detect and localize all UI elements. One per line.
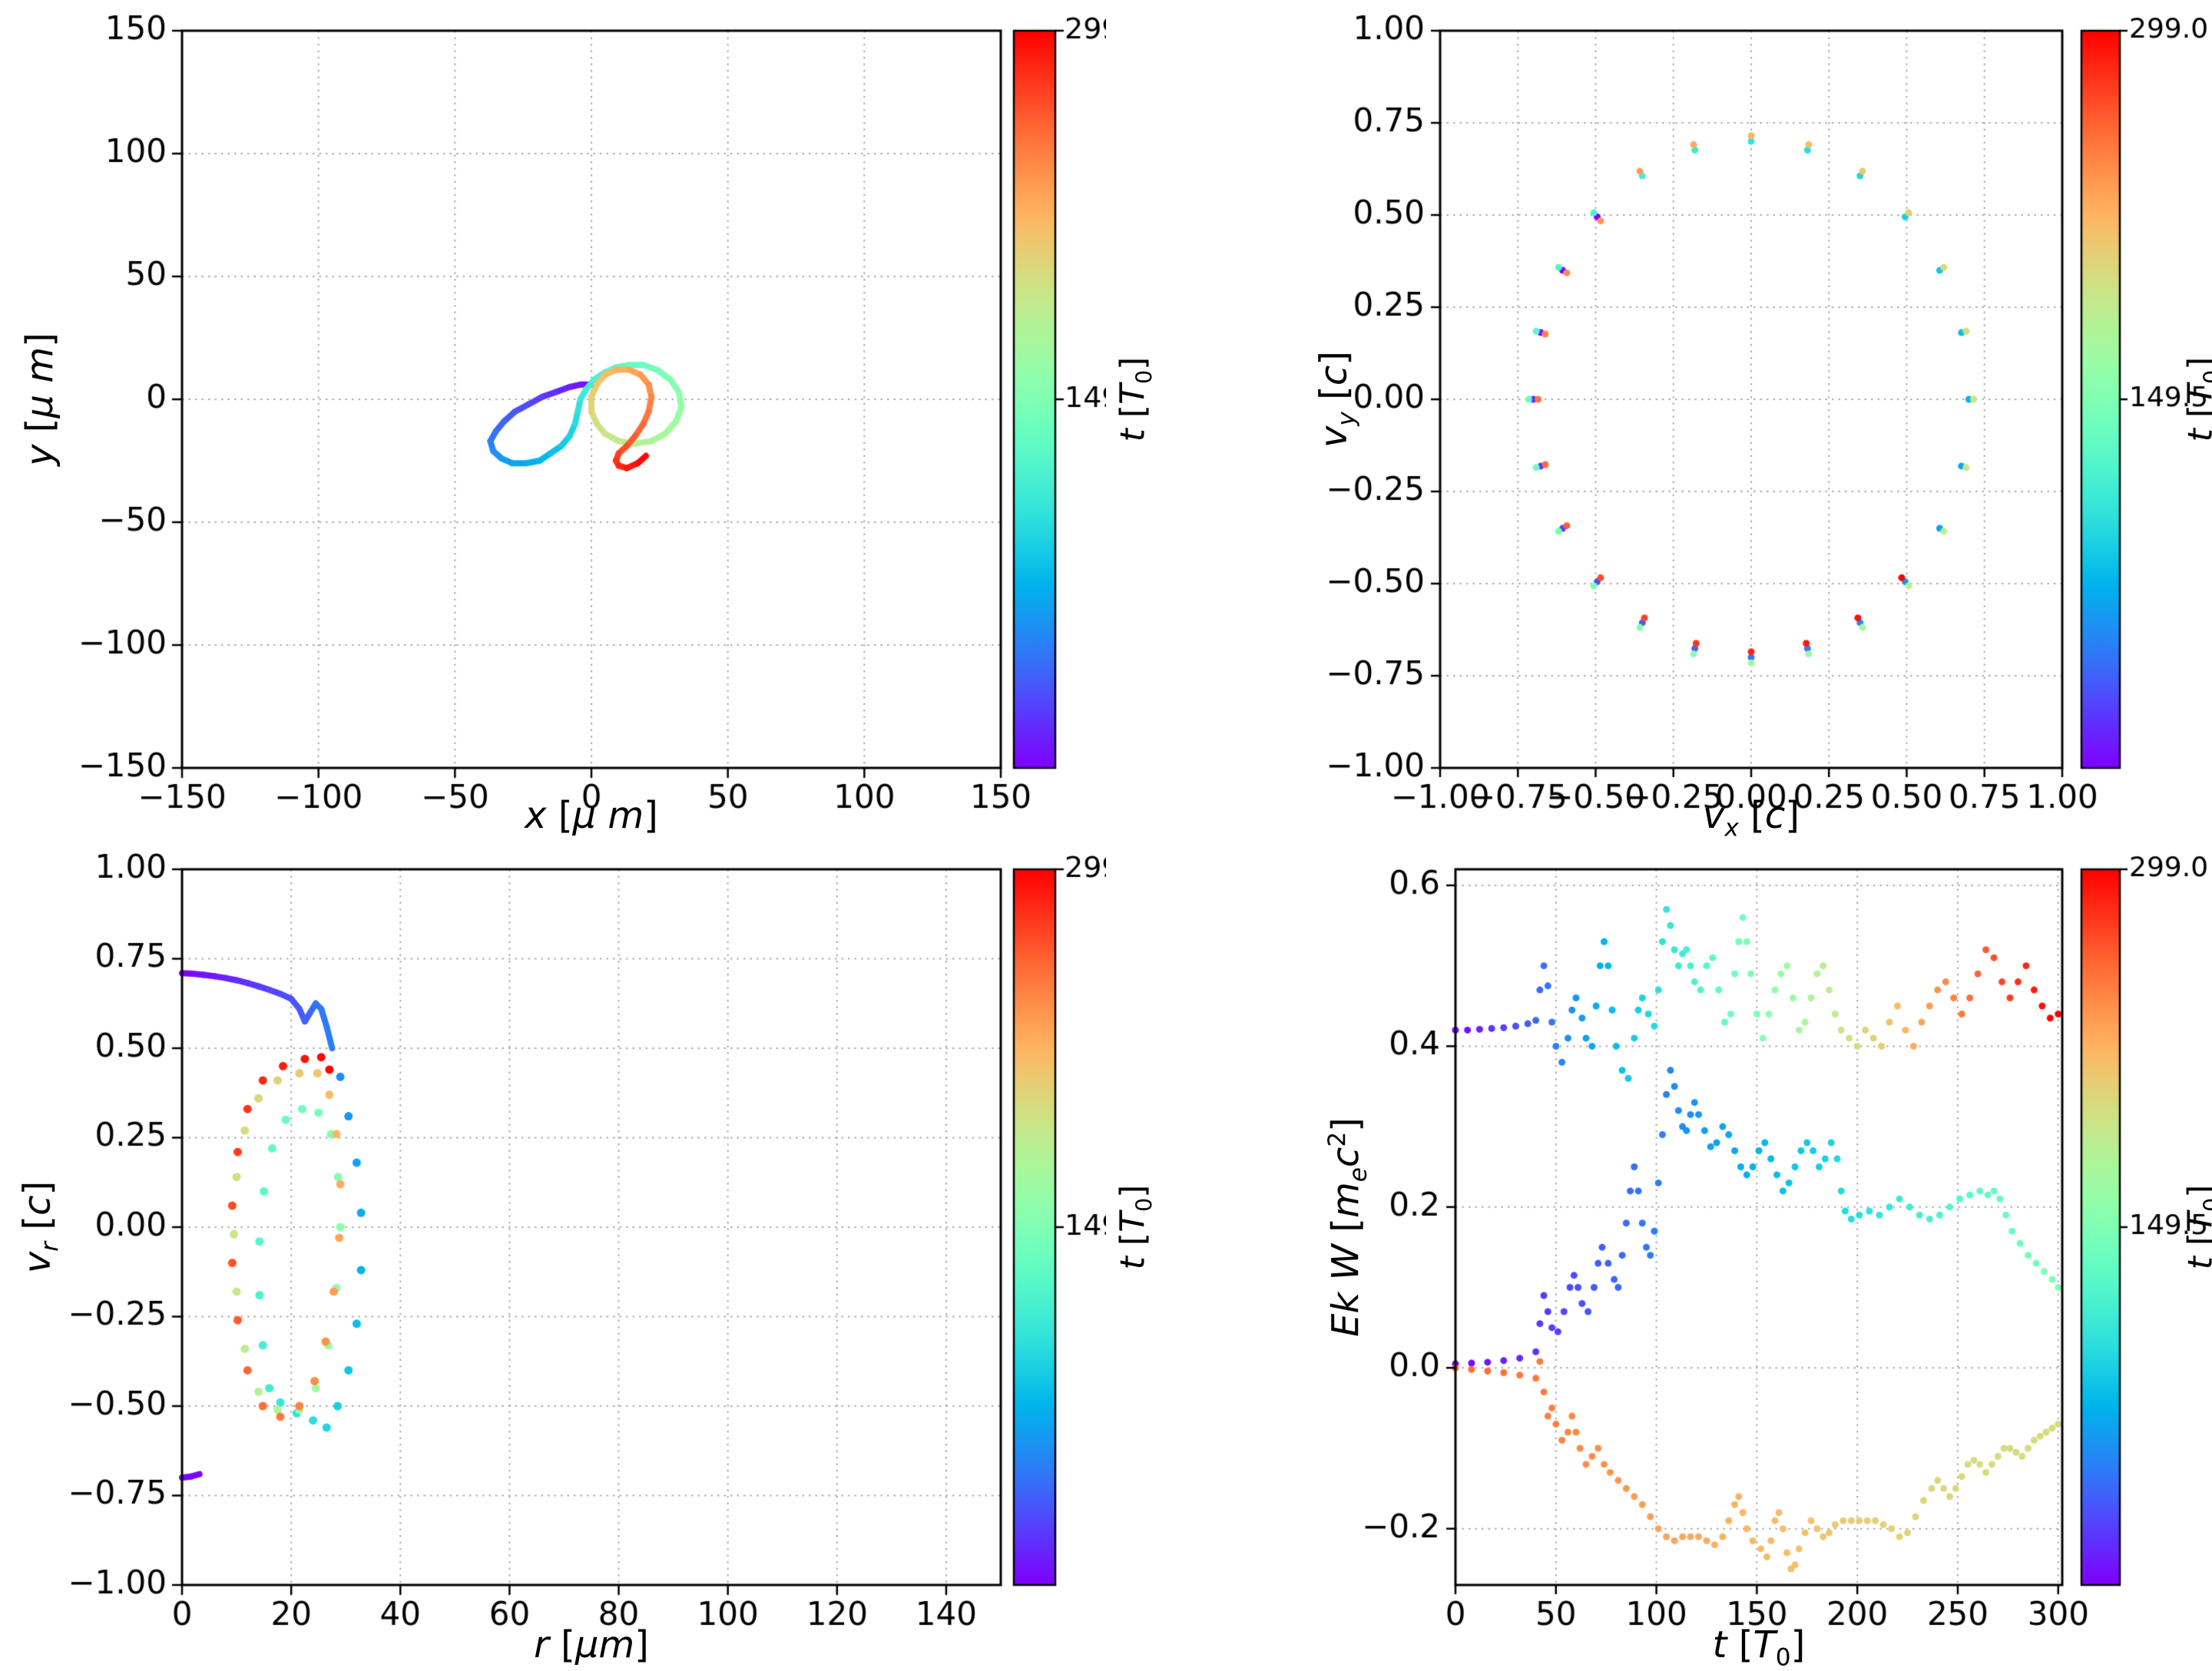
ekw-y-axis-label: Ek W [mec2] [1323, 1117, 1373, 1337]
panel-xy-trajectory: y [μ m] x [μ m] t [T0] [0, 0, 1157, 837]
xy-plot-canvas [0, 0, 1106, 836]
rvr-x-axis-label: r [μm] [534, 1623, 649, 1666]
rvr-y-axis-label: vr [c] [15, 1180, 65, 1274]
vxvy-colorbar-label: t [T0] [2181, 357, 2212, 442]
ekw-plot-canvas [1106, 836, 2212, 1671]
vxvy-y-axis-label: vy [c] [1312, 351, 1361, 448]
xy-x-axis-label: x [μ m] [525, 794, 658, 837]
panel-vxvy-phase: vy [c] vx [c] t [T0] [1106, 0, 2212, 842]
vxvy-x-axis-label: vx [c] [1703, 794, 1800, 842]
rvr-plot-canvas [0, 836, 1106, 1671]
ekw-x-axis-label: t [T0] [1712, 1623, 1806, 1671]
xy-y-axis-label: y [μ m] [18, 333, 61, 466]
ekw-colorbar-label: t [T0] [2181, 1185, 2212, 1270]
panel-energy-time: Ek W [mec2] t [T0] t [T0] [1106, 836, 2212, 1671]
panel-rvr-phase: vr [c] r [μm] t [T0] [0, 836, 1157, 1671]
vxvy-plot-canvas [1106, 0, 2212, 836]
